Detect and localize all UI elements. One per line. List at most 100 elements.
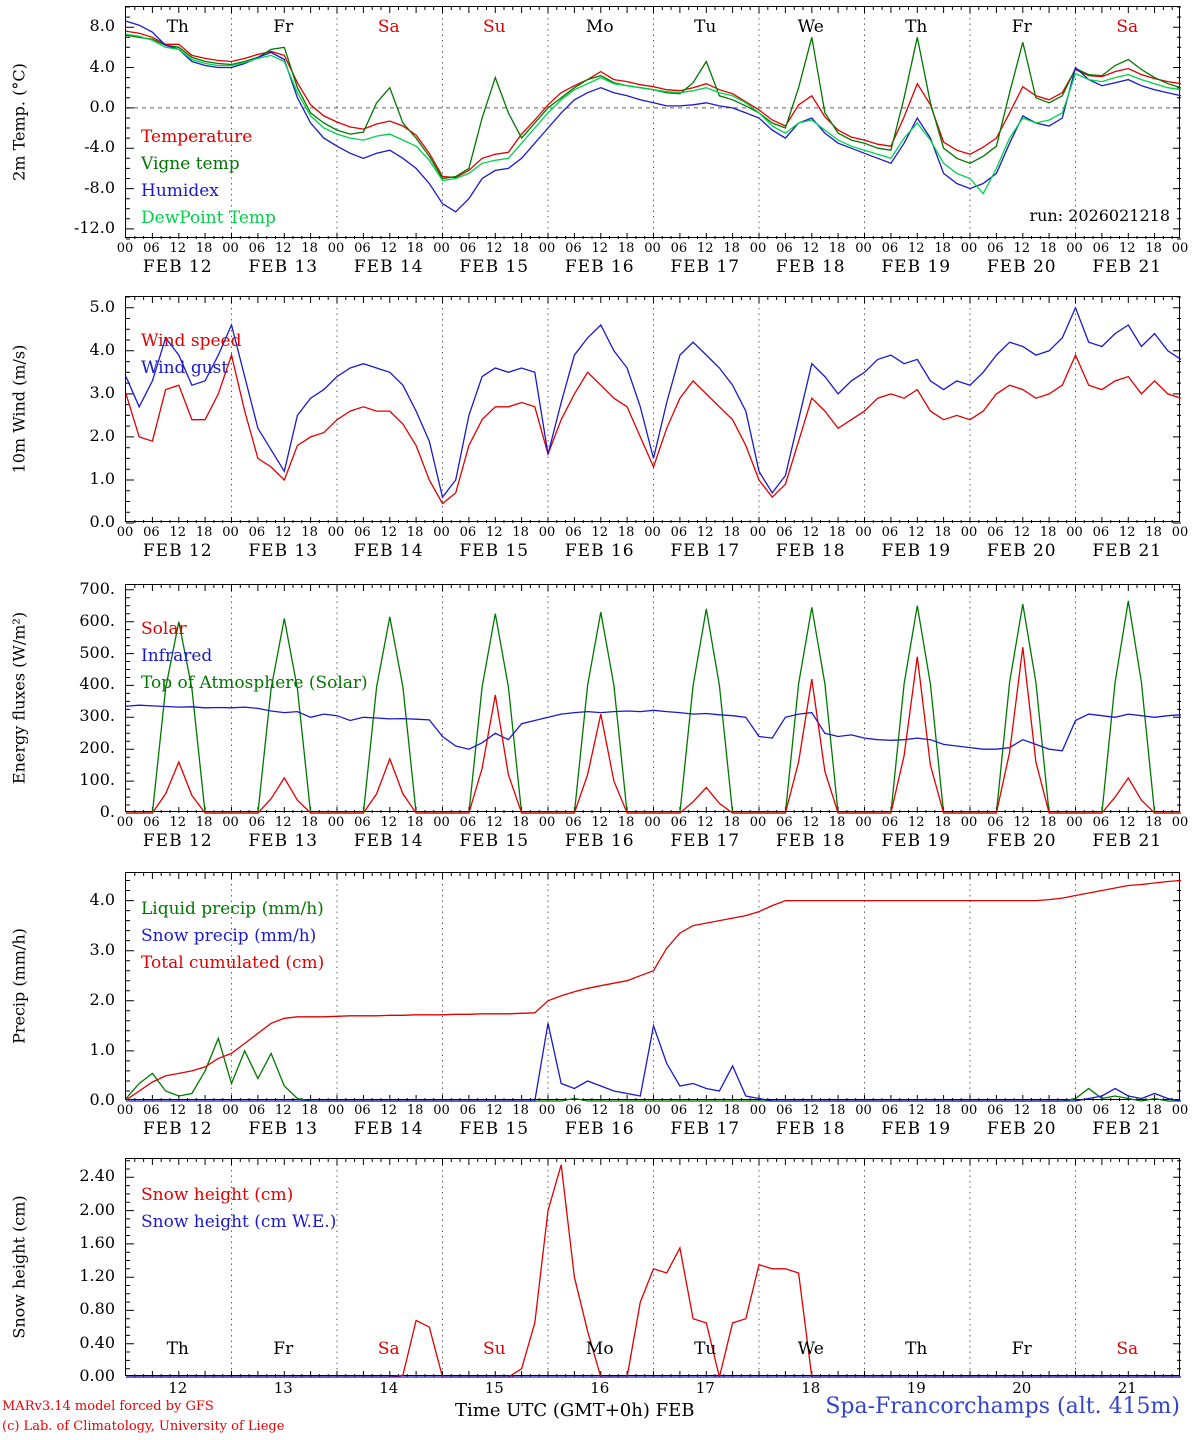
x-hour-label: 12 [1118, 525, 1136, 540]
x-hour-label: 06 [881, 1103, 899, 1118]
x-hour-label: 06 [354, 1103, 371, 1118]
y-axis-title: Energy fluxes (W/m²) [4, 584, 34, 812]
x-hour-label: 12 [907, 815, 925, 830]
x-hour-label: 00 [644, 241, 661, 256]
model-credit-line: MARv3.14 model forced by GFS [2, 1399, 214, 1414]
run-label: run: 2026021218 [1029, 206, 1170, 225]
y-tick-label: 700. [79, 578, 115, 598]
x-hour-label: 00 [749, 815, 767, 830]
day-name-top-6: We [797, 17, 824, 37]
x-day-number: 16 [590, 1379, 610, 1397]
y-tick-label: 2.0 [89, 989, 115, 1009]
x-hour-label: 06 [143, 525, 160, 540]
y-tick-label: 500. [79, 642, 115, 662]
legend-item-humidex: Humidex [141, 181, 219, 201]
x-hour-label: 12 [696, 815, 714, 830]
x-hour-label: 12 [802, 1103, 820, 1118]
day-name-bottom-1: Fr [273, 1339, 294, 1359]
axis-ticks [126, 6, 1181, 240]
day-name-top-1: Fr [273, 17, 294, 37]
day-name-bottom-2: Sa [377, 1339, 400, 1359]
x-hour-label: 00 [222, 1103, 239, 1118]
x-hour-label: 00 [327, 815, 345, 830]
station-label: Spa-Francorchamps (alt. 415m) [825, 1394, 1180, 1419]
x-hour-label: 06 [354, 241, 371, 256]
x-hour-label: 18 [723, 1103, 740, 1118]
x-day-label: FEB 17 [670, 1119, 741, 1139]
x-hour-label: 12 [907, 1103, 925, 1118]
y-tick-label: 2.0 [89, 425, 115, 445]
x-day-number: 14 [379, 1379, 399, 1397]
x-hour-label: 12 [380, 1103, 398, 1118]
x-hour-label: 06 [459, 525, 477, 540]
x-hour-label: 00 [644, 1103, 661, 1118]
x-day-label: FEB 13 [248, 257, 319, 277]
x-day-label: FEB 12 [142, 831, 213, 851]
x-hour-label: 12 [380, 241, 398, 256]
x-hour-label: 06 [987, 1103, 1004, 1118]
x-day-label: FEB 20 [986, 541, 1057, 561]
day-name-bottom-7: Th [905, 1339, 928, 1359]
x-hour-label: 12 [274, 1103, 292, 1118]
x-hour-label: 18 [828, 241, 846, 256]
x-day-label: FEB 18 [775, 541, 846, 561]
x-day-number: 18 [801, 1379, 821, 1397]
y-axis-title: Precip (mm/h) [4, 872, 34, 1100]
panel-wind [125, 296, 1182, 524]
y-tick-label: 0.0 [89, 96, 115, 116]
x-hour-label: 06 [459, 241, 477, 256]
x-hour-label: 18 [1145, 815, 1162, 830]
x-day-label: FEB 19 [881, 1119, 952, 1139]
x-hour-label: 06 [1092, 815, 1110, 830]
x-day-label: FEB 18 [775, 1119, 846, 1139]
x-hour-label: 00 [960, 1103, 978, 1118]
legend-item-solar: Solar [141, 619, 187, 639]
x-hour-label: 06 [776, 241, 793, 256]
y-tick-label: 4.0 [89, 889, 115, 909]
x-hour-label: 18 [1145, 525, 1162, 540]
y-tick-label: 400. [79, 674, 115, 694]
legend-precip: Liquid precip (mm/h) Snow precip (mm/h) To… [141, 896, 324, 977]
x-hour-label: 06 [248, 815, 266, 830]
y-axis-title-text: 10m Wind (m/s) [9, 344, 29, 474]
x-hour-label: 06 [881, 815, 899, 830]
day-name-bottom-4: Mo [585, 1339, 614, 1359]
x-day-label: FEB 12 [142, 541, 213, 561]
x-hour-label: 12 [1013, 815, 1031, 830]
x-hour-label: 12 [591, 1103, 609, 1118]
y-axis-title-text: 2m Temp. (°C) [9, 63, 29, 181]
x-hour-label: 12 [380, 525, 398, 540]
x-hour-label: 06 [565, 815, 582, 830]
legend-item-liquid-precip-mm-h: Liquid precip (mm/h) [141, 899, 324, 919]
x-hour-label: 00 [960, 525, 978, 540]
x-day-label: FEB 16 [564, 257, 635, 277]
x-hour-label: 00 [538, 241, 556, 256]
x-hour-label: 18 [934, 241, 951, 256]
day-name-top-2: Sa [377, 17, 400, 37]
x-hour-label: 18 [1039, 241, 1057, 256]
day-name-bottom-0: Th [166, 1339, 189, 1359]
x-day-label: FEB 18 [775, 831, 846, 851]
x-hour-label: 12 [591, 241, 609, 256]
x-hour-label: 06 [1092, 1103, 1110, 1118]
y-axis-title-text: Energy fluxes (W/m²) [9, 611, 29, 785]
panel-temperature [125, 6, 1182, 240]
x-hour-label: 00 [855, 241, 872, 256]
x-hour-label: 00 [1066, 1103, 1083, 1118]
x-hour-label: 06 [776, 1103, 793, 1118]
x-hour-label: 06 [776, 815, 793, 830]
legend-item-vigne-temp: Vigne temp [141, 154, 240, 174]
legend-item-temperature: Temperature [141, 127, 253, 147]
y-tick-label: 1.60 [79, 1232, 115, 1252]
y-axis-title-text: Snow height (cm) [9, 1195, 29, 1339]
x-hour-label: 00 [222, 815, 239, 830]
x-day-label: FEB 20 [986, 831, 1057, 851]
x-day-label: FEB 16 [564, 541, 635, 561]
series-wind-speed [125, 352, 1182, 505]
x-day-label: FEB 15 [459, 257, 530, 277]
x-day-label: FEB 17 [670, 541, 741, 561]
x-hour-label: 06 [354, 525, 371, 540]
x-hour-label: 12 [907, 241, 925, 256]
x-hour-label: 00 [855, 525, 872, 540]
y-tick-label: 8.0 [89, 16, 115, 36]
